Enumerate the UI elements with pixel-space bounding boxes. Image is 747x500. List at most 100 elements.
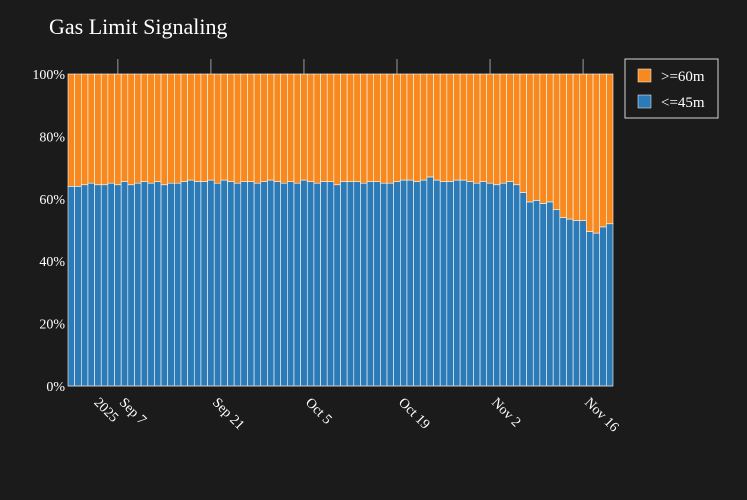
bar-segment-ge60m[interactable] [213, 73, 222, 184]
bar-segment-le45m[interactable] [87, 182, 95, 387]
bar-segment-le45m[interactable] [466, 181, 474, 387]
bar-segment-le45m[interactable] [366, 181, 375, 387]
bar-segment-le45m[interactable] [599, 226, 607, 387]
bar-segment-ge60m[interactable] [273, 73, 281, 182]
bar-segment-ge60m[interactable] [94, 73, 102, 186]
bar-segment-ge60m[interactable] [486, 73, 494, 184]
bar-segment-le45m[interactable] [280, 182, 288, 387]
bar-segment-ge60m[interactable] [287, 73, 295, 182]
bar-segment-ge60m[interactable] [346, 73, 355, 182]
bar-segment-ge60m[interactable] [320, 73, 328, 182]
bar-segment-ge60m[interactable] [559, 73, 567, 218]
bar-segment-le45m[interactable] [539, 203, 547, 387]
bar-segment-ge60m[interactable] [280, 73, 288, 184]
bar-segment-le45m[interactable] [419, 179, 428, 387]
bar-segment-ge60m[interactable] [406, 73, 414, 181]
bar-segment-ge60m[interactable] [326, 73, 335, 182]
bar-segment-ge60m[interactable] [174, 73, 182, 184]
bar-segment-le45m[interactable] [180, 181, 188, 387]
bar-segment-ge60m[interactable] [459, 73, 468, 181]
bar-segment-ge60m[interactable] [233, 73, 242, 184]
bar-segment-le45m[interactable] [174, 182, 182, 387]
bar-segment-le45m[interactable] [373, 181, 381, 387]
bar-segment-le45m[interactable] [426, 176, 434, 387]
bar-segment-ge60m[interactable] [87, 73, 95, 184]
bar-segment-ge60m[interactable] [293, 73, 301, 184]
bar-segment-ge60m[interactable] [566, 73, 574, 220]
bar-segment-ge60m[interactable] [227, 73, 235, 182]
bar-segment-ge60m[interactable] [439, 73, 448, 182]
bar-segment-ge60m[interactable] [353, 73, 361, 182]
bar-segment-le45m[interactable] [433, 179, 441, 387]
bar-segment-ge60m[interactable] [546, 73, 554, 203]
bar-segment-le45m[interactable] [592, 232, 601, 387]
legend-item-ge60m[interactable]: >=60m [637, 68, 705, 85]
bar-segment-le45m[interactable] [473, 182, 481, 387]
bar-segment-le45m[interactable] [559, 217, 567, 387]
bar-segment-le45m[interactable] [439, 181, 448, 387]
bar-segment-le45m[interactable] [220, 179, 228, 387]
bar-segment-le45m[interactable] [320, 181, 328, 387]
bar-segment-ge60m[interactable] [592, 73, 601, 234]
bar-segment-le45m[interactable] [326, 181, 335, 387]
bar-segment-ge60m[interactable] [579, 73, 587, 221]
bar-segment-le45m[interactable] [293, 182, 301, 387]
bar-segment-ge60m[interactable] [366, 73, 375, 182]
bar-segment-ge60m[interactable] [207, 73, 215, 181]
bar-segment-ge60m[interactable] [200, 73, 208, 182]
bar-segment-ge60m[interactable] [499, 73, 507, 184]
bar-segment-le45m[interactable] [120, 181, 129, 387]
bar-segment-le45m[interactable] [486, 182, 494, 387]
bar-segment-ge60m[interactable] [140, 73, 149, 182]
bar-segment-le45m[interactable] [479, 181, 488, 387]
bar-segment-ge60m[interactable] [260, 73, 268, 182]
bar-segment-ge60m[interactable] [340, 73, 348, 182]
bar-segment-le45m[interactable] [340, 181, 348, 387]
bar-segment-ge60m[interactable] [466, 73, 474, 182]
bar-segment-le45m[interactable] [74, 186, 82, 387]
bar-segment-le45m[interactable] [94, 184, 102, 387]
bar-segment-ge60m[interactable] [599, 73, 607, 228]
bar-segment-ge60m[interactable] [154, 73, 162, 182]
bar-segment-ge60m[interactable] [552, 73, 561, 211]
bar-segment-le45m[interactable] [333, 184, 341, 387]
bar-segment-le45m[interactable] [579, 220, 587, 387]
bar-segment-le45m[interactable] [140, 181, 149, 387]
bar-segment-ge60m[interactable] [240, 73, 248, 182]
bar-segment-ge60m[interactable] [253, 73, 262, 184]
bar-segment-le45m[interactable] [453, 179, 461, 387]
bar-segment-le45m[interactable] [233, 182, 242, 387]
bar-segment-le45m[interactable] [306, 181, 315, 387]
bar-segment-ge60m[interactable] [187, 73, 195, 181]
bar-segment-le45m[interactable] [147, 182, 155, 387]
bar-segment-le45m[interactable] [240, 181, 248, 387]
bar-segment-le45m[interactable] [300, 179, 308, 387]
bar-segment-ge60m[interactable] [400, 73, 408, 181]
bar-segment-ge60m[interactable] [193, 73, 202, 182]
bar-segment-ge60m[interactable] [526, 73, 534, 203]
bar-segment-ge60m[interactable] [167, 73, 175, 184]
bar-segment-ge60m[interactable] [67, 73, 75, 187]
bar-segment-le45m[interactable] [80, 184, 89, 387]
bar-segment-ge60m[interactable] [306, 73, 315, 182]
bar-segment-le45m[interactable] [107, 182, 115, 387]
bar-segment-le45m[interactable] [67, 186, 75, 387]
bar-segment-le45m[interactable] [393, 181, 401, 387]
bar-segment-le45m[interactable] [353, 181, 361, 387]
bar-segment-le45m[interactable] [253, 182, 262, 387]
bar-segment-le45m[interactable] [566, 218, 574, 387]
bar-segment-ge60m[interactable] [380, 73, 388, 184]
bar-segment-le45m[interactable] [526, 201, 534, 387]
bar-segment-ge60m[interactable] [267, 73, 275, 181]
bar-segment-ge60m[interactable] [519, 73, 527, 193]
bar-segment-ge60m[interactable] [479, 73, 488, 182]
bar-segment-le45m[interactable] [127, 184, 135, 387]
bar-segment-le45m[interactable] [606, 223, 614, 387]
bar-segment-ge60m[interactable] [127, 73, 135, 186]
bar-segment-ge60m[interactable] [586, 73, 594, 232]
legend[interactable]: >=60m <=45m [624, 58, 719, 119]
bar-segment-le45m[interactable] [187, 179, 195, 387]
bar-segment-ge60m[interactable] [373, 73, 381, 182]
bar-segment-ge60m[interactable] [506, 73, 514, 182]
bar-segment-ge60m[interactable] [473, 73, 481, 184]
